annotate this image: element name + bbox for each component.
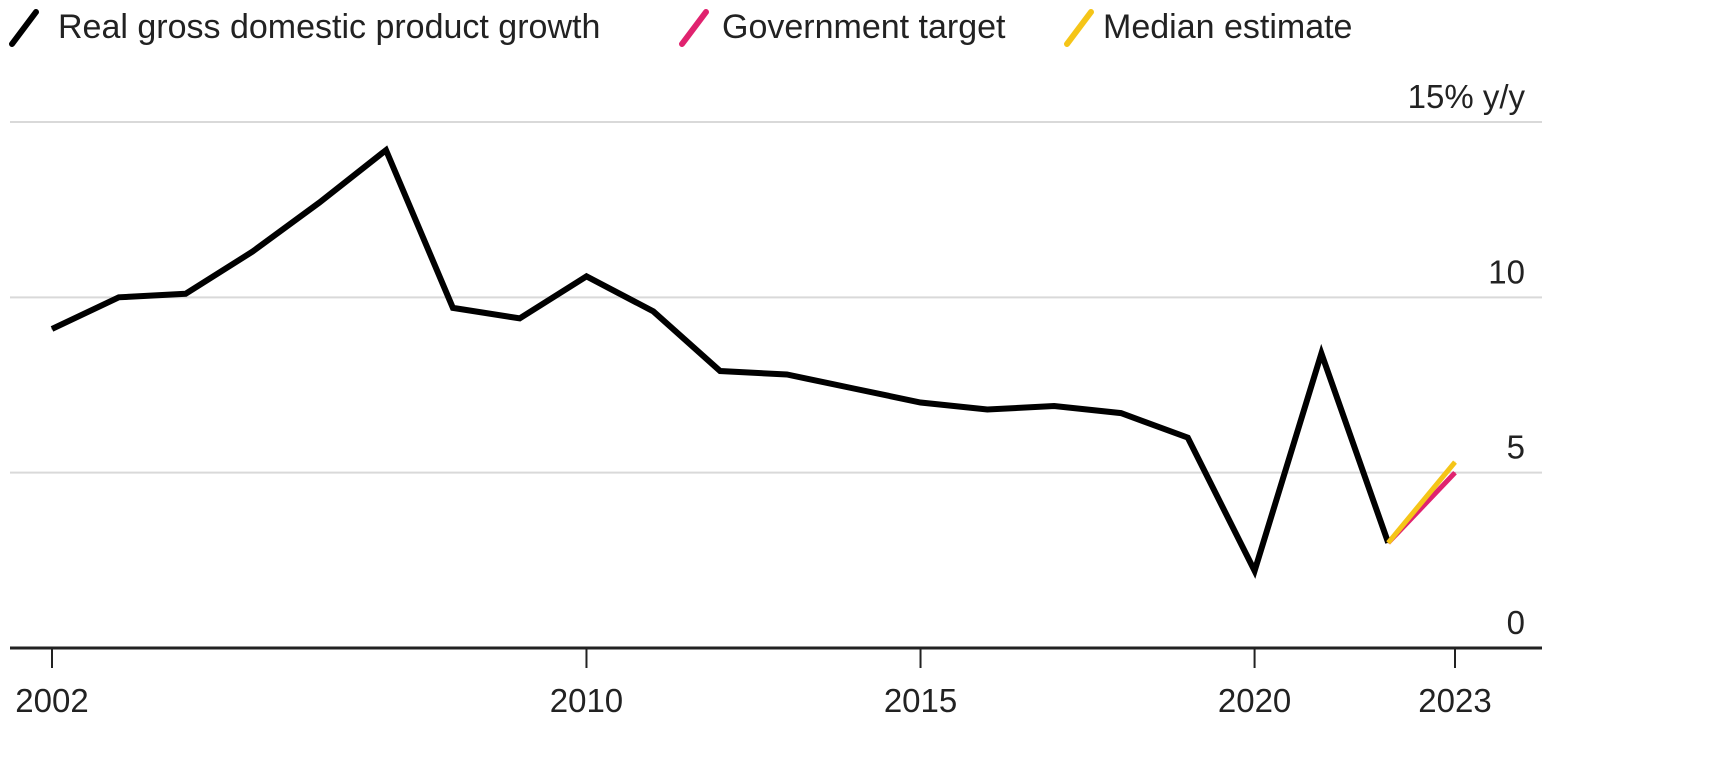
data-point [1320, 352, 1322, 354]
data-point [1254, 570, 1256, 572]
data-point [1454, 472, 1456, 474]
x-tick-label: 2015 [884, 682, 957, 719]
series-line-median-estimate [1386, 460, 1457, 545]
data-point [251, 251, 253, 253]
data-point [1387, 542, 1389, 544]
y-axis-ticks: 0 5 10 15% y/y [1408, 78, 1526, 641]
x-tick-label: 2020 [1218, 682, 1291, 719]
data-point [719, 370, 721, 372]
data-point [452, 307, 454, 309]
legend-label-median: Median estimate [1103, 8, 1352, 46]
y-axis-unit-label: 15% y/y [1408, 78, 1526, 115]
data-point [853, 388, 855, 390]
x-tick-label: 2002 [15, 682, 88, 719]
data-point [1053, 405, 1055, 407]
series-line-gdp [50, 145, 1392, 579]
legend-label-gdp: Real gross domestic product growth [58, 8, 600, 46]
data-point [385, 149, 387, 151]
x-tick-label: 2023 [1418, 682, 1491, 719]
data-point [1454, 461, 1456, 463]
y-tick-label: 10 [1488, 253, 1525, 290]
series-group [50, 145, 1457, 579]
data-point [986, 409, 988, 411]
data-point [1187, 437, 1189, 439]
data-point [519, 317, 521, 319]
data-point [920, 402, 922, 404]
data-point [652, 310, 654, 312]
x-axis-ticks: 2002 2010 2015 2020 2023 [15, 648, 1492, 719]
legend-swatch-median [1064, 9, 1094, 47]
gridlines [10, 121, 1542, 474]
y-tick-label: 0 [1507, 604, 1525, 641]
data-point [118, 296, 120, 298]
legend: Real gross domestic product growth Gover… [9, 8, 1352, 47]
data-point [585, 275, 587, 277]
data-point [185, 293, 187, 295]
data-point [318, 202, 320, 204]
data-point [786, 373, 788, 375]
legend-swatch-target [679, 9, 709, 47]
data-point [1120, 412, 1122, 414]
x-tick-label: 2010 [550, 682, 623, 719]
data-point [51, 328, 53, 330]
legend-swatch-gdp [9, 9, 39, 47]
legend-label-target: Government target [722, 8, 1006, 46]
y-tick-label: 5 [1507, 429, 1525, 466]
